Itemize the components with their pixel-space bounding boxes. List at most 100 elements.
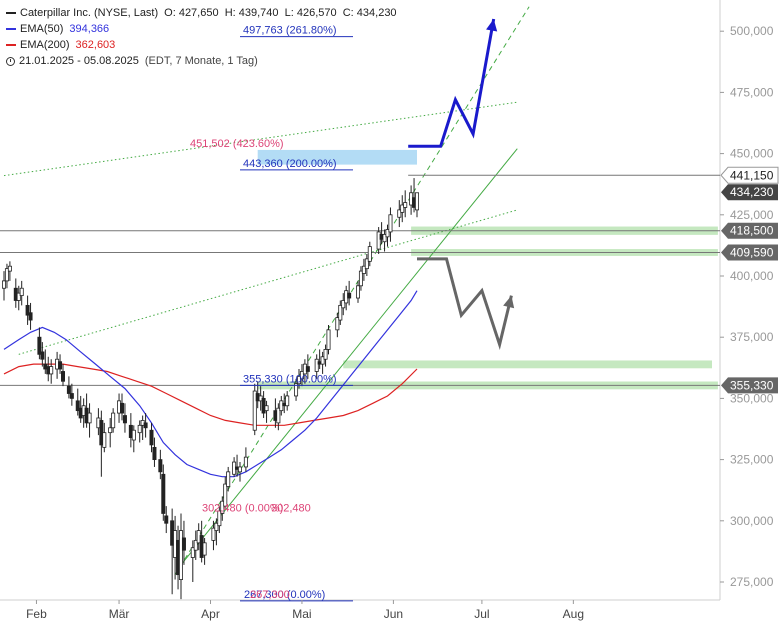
trendline-dotted-3	[18, 209, 518, 355]
candle-93	[382, 229, 387, 252]
candle-9	[40, 342, 45, 367]
candle-body	[16, 292, 21, 301]
candle-body	[111, 412, 116, 429]
grid-layer	[0, 0, 721, 601]
x-tick-label-4: Jun	[384, 607, 403, 621]
candle-body	[305, 366, 310, 372]
candle-26	[108, 417, 113, 448]
candle-7	[28, 302, 33, 330]
x-tick-label-2: Apr	[201, 607, 220, 621]
candle-body	[403, 202, 408, 208]
candle-body	[276, 407, 281, 424]
candle-86	[355, 280, 360, 303]
ema50-line	[3, 290, 418, 478]
candle-body	[355, 285, 360, 299]
fib-level-0: 497,763 (261.80%)	[240, 25, 353, 38]
fib-label: 302,480 (0.00%)	[202, 503, 283, 515]
price-tag-label: 418,500	[730, 224, 774, 238]
candle-body	[320, 356, 325, 365]
candle-body	[358, 270, 363, 287]
candle-1	[4, 263, 9, 289]
candle-body	[397, 209, 402, 218]
scenario-down-arrow-head	[503, 295, 515, 309]
candle-body	[237, 466, 242, 473]
fib-label: 302,480	[271, 503, 311, 515]
price-tag-label: 355,330	[730, 378, 774, 392]
fib-level-7: 267,300	[250, 589, 290, 601]
candle-56	[226, 466, 231, 492]
candle-body	[341, 300, 346, 309]
candle-body	[58, 361, 63, 370]
scenario-down-arrow	[417, 257, 515, 350]
candle-body	[102, 432, 107, 448]
y-tick-label-2: 325,000	[730, 453, 774, 467]
candle-body	[28, 312, 33, 321]
candle-body	[158, 459, 163, 473]
candle-17	[69, 383, 74, 406]
fib-level-1: 451,502 (423.60%)	[190, 138, 284, 150]
x-tick-label-5: Jul	[474, 607, 489, 621]
price-tag-2: 418,500	[721, 222, 778, 239]
y-tick-label-1: 300,000	[730, 514, 774, 528]
candle-38	[158, 449, 163, 480]
candle-body	[25, 304, 30, 316]
candle-body	[361, 265, 366, 274]
candle-87	[358, 266, 363, 291]
candle-44	[178, 513, 183, 600]
candle-body	[243, 456, 248, 468]
price-tag-label: 409,590	[730, 246, 774, 260]
candle-body	[388, 214, 393, 233]
candle-82	[338, 300, 343, 325]
fib-label: 497,763 (261.80%)	[243, 25, 337, 37]
candle-body	[122, 415, 127, 424]
candle-45	[181, 520, 186, 565]
price-tag-3: 409,590	[721, 244, 778, 261]
fib-label: 443,360 (200.00%)	[243, 158, 337, 170]
candle-body	[37, 336, 42, 355]
legend-ema50-row: EMA(50) 394,366	[6, 21, 397, 37]
candle-95	[388, 207, 393, 242]
trendline-solid-0	[180, 148, 518, 566]
ema50-value: 394,366	[69, 23, 110, 35]
candle-body	[264, 405, 269, 412]
candle-94	[385, 224, 390, 247]
candle-12	[49, 359, 54, 384]
candle-body	[143, 422, 148, 429]
fib-label: 267,300	[250, 589, 290, 601]
candle-16	[66, 376, 71, 399]
candle-body	[217, 510, 222, 527]
candle-body	[226, 471, 231, 487]
scenario-up-arrow	[408, 18, 498, 148]
candle-75	[305, 354, 310, 379]
ema200-line	[3, 363, 418, 426]
close-line-swatch	[6, 12, 16, 14]
candle-body	[61, 371, 66, 382]
candle-body	[400, 204, 405, 213]
candle-47	[193, 530, 198, 560]
candle-49	[199, 520, 204, 563]
candle-78	[320, 351, 325, 374]
candle-body	[220, 500, 225, 514]
candle-body	[338, 304, 343, 321]
candle-98	[403, 190, 408, 218]
candle-89	[364, 253, 369, 276]
candle-body	[75, 400, 80, 412]
y-tick-label-4: 375,000	[730, 330, 774, 344]
fib-level-3: 355,330 (100.00%)	[240, 373, 353, 386]
candle-body	[202, 542, 207, 556]
candle-53	[217, 506, 222, 534]
candle-body	[137, 424, 142, 434]
candle-90	[367, 241, 372, 267]
candle-97	[400, 195, 405, 223]
ema50-swatch	[6, 28, 16, 30]
candle-body	[223, 483, 228, 507]
fib-label: 355,330 (100.00%)	[243, 373, 337, 385]
chart-legend: Caterpillar Inc. (NYSE, Last) O: 427,650…	[6, 5, 397, 69]
candle-body	[152, 446, 157, 460]
x-tick-label-0: Feb	[26, 607, 47, 621]
candle-61	[252, 383, 257, 436]
candle-body	[326, 329, 331, 350]
candle-18	[75, 388, 80, 416]
price-tag-shape	[720, 166, 779, 184]
fib-label: 451,502 (423.60%)	[190, 138, 284, 150]
